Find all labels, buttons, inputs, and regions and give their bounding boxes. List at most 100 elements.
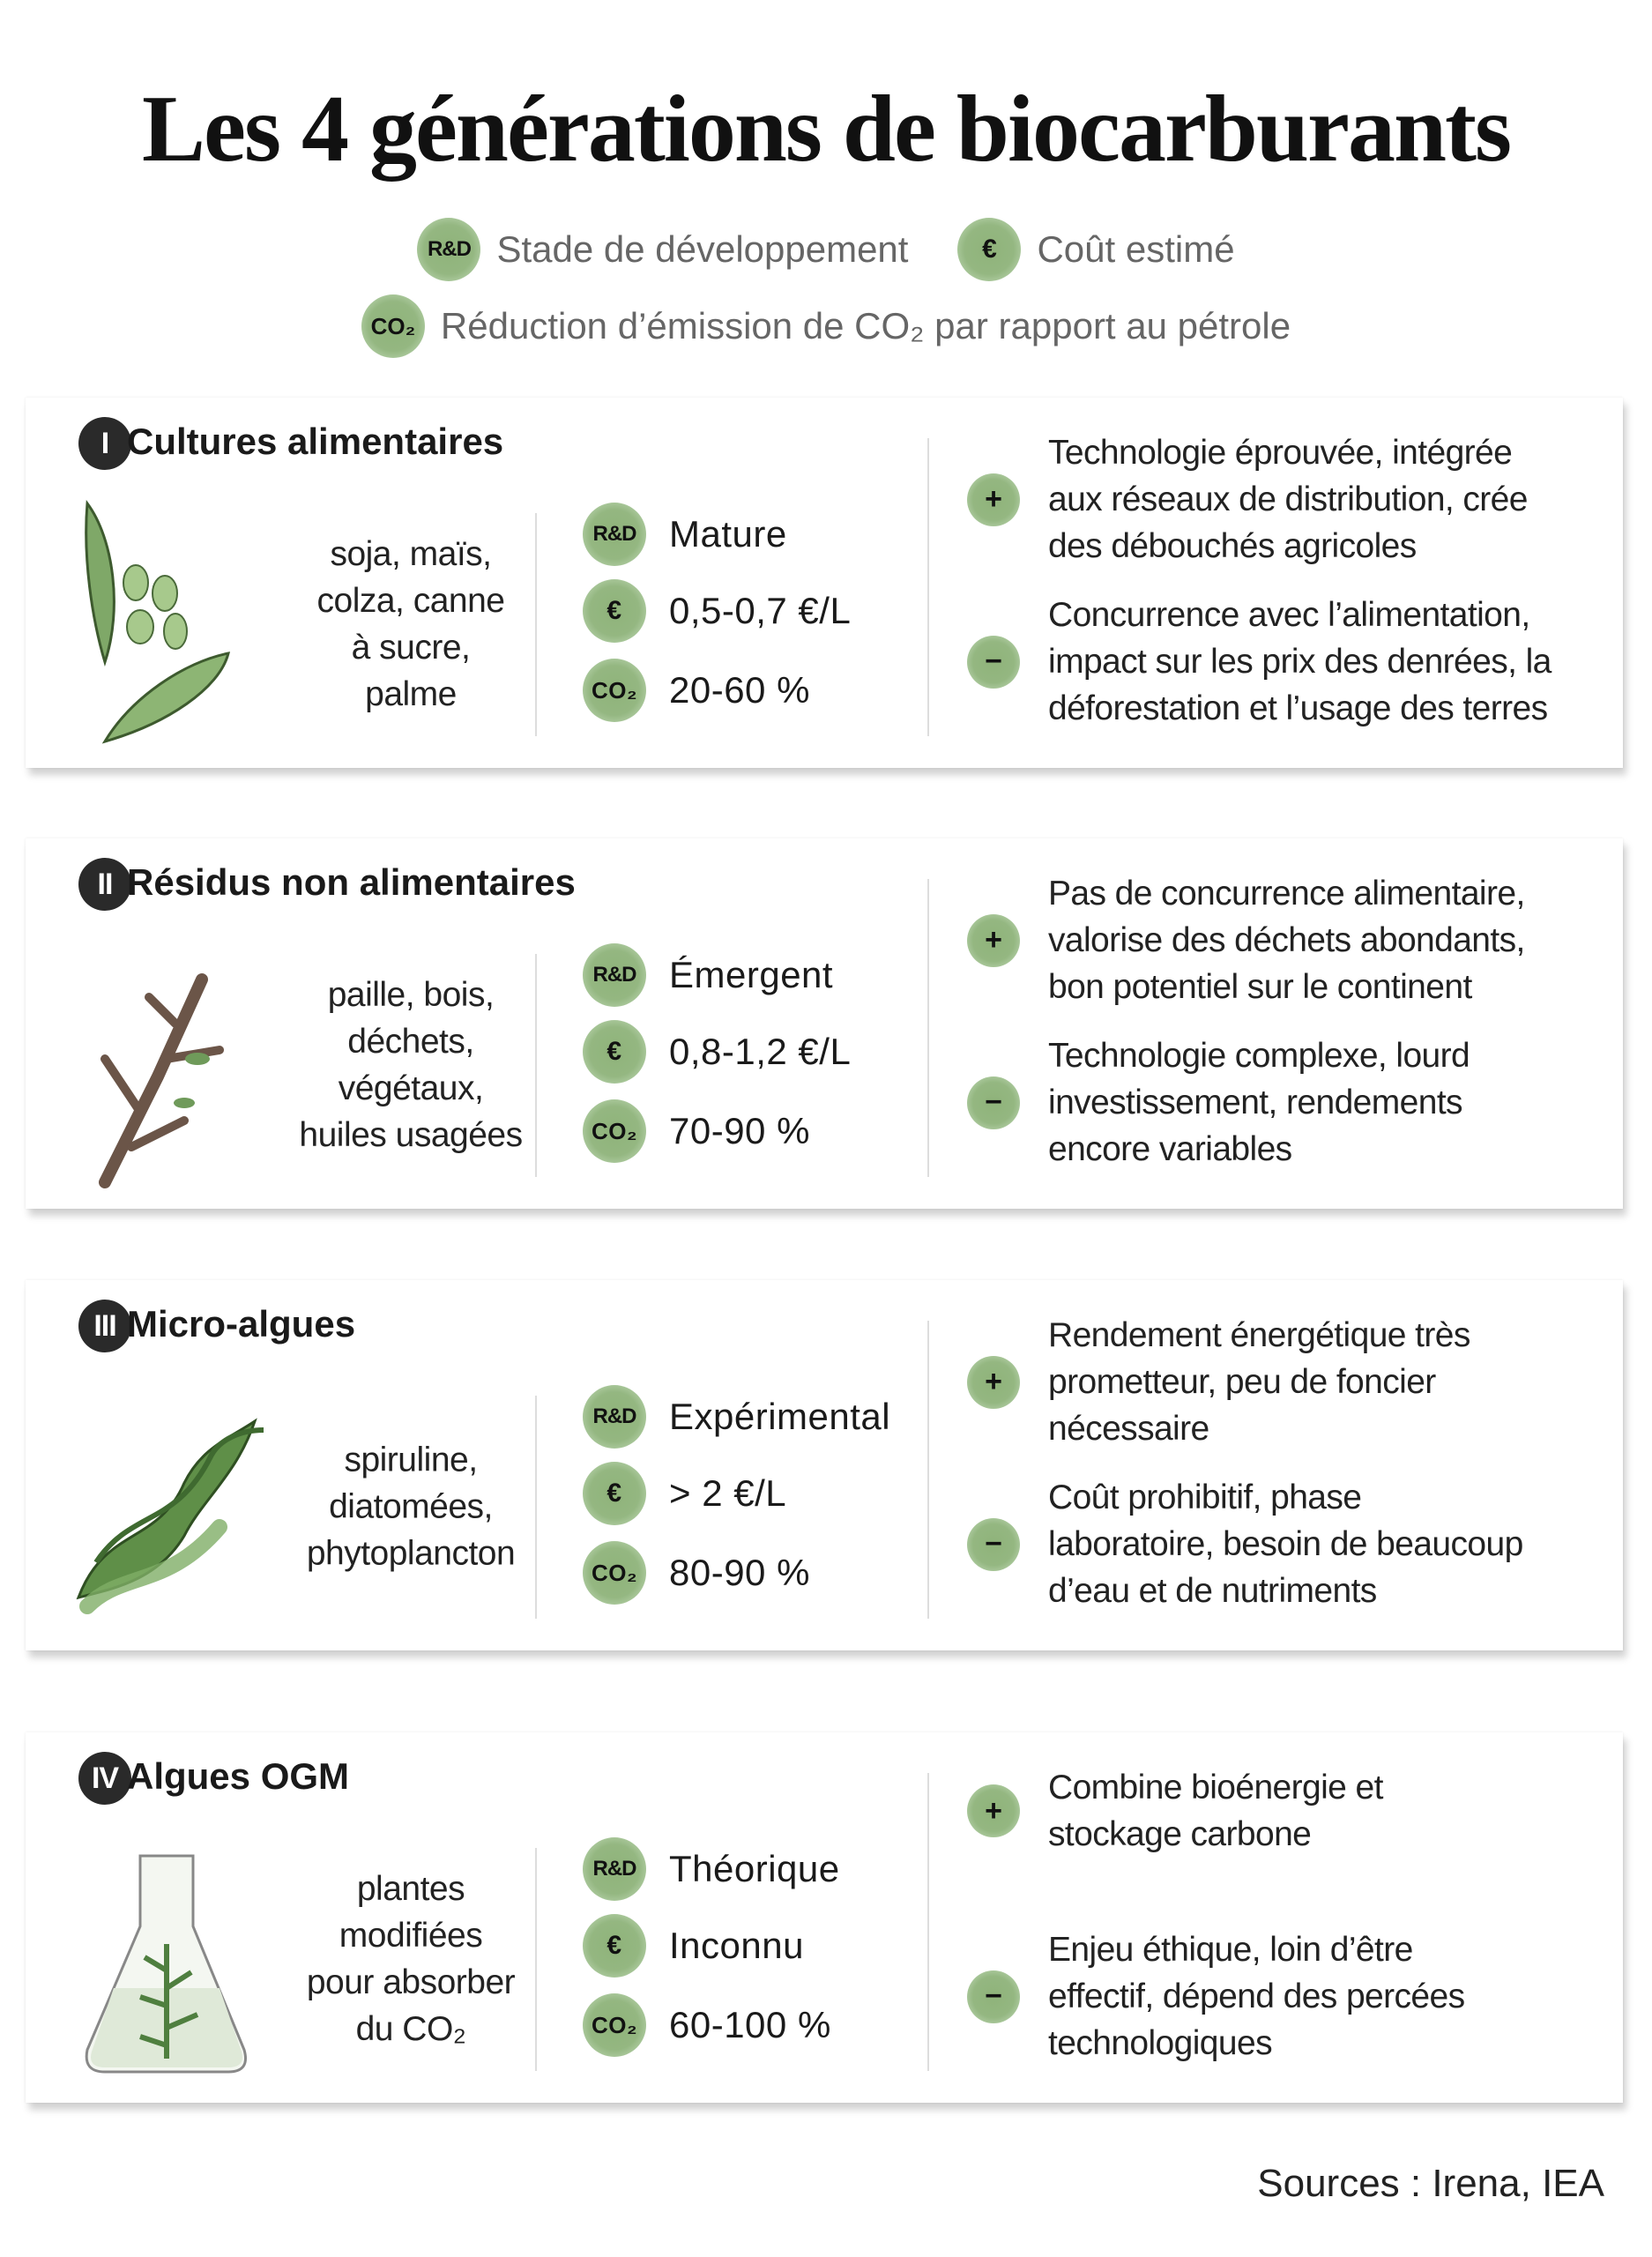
rd-icon: R&D: [583, 1837, 646, 1901]
pea-pod-icon: [85, 499, 231, 744]
metric-rd: R&D Théorique: [583, 1837, 840, 1901]
metric-cost: € > 2 €/L: [583, 1462, 786, 1525]
cons-block: − Technologie complexe, lourd investisseme…: [967, 1032, 1637, 1173]
generation-card: I Cultures alimentaires soja, maïs, colza…: [26, 398, 1623, 768]
pros-line: valorise des déchets abondants,: [1048, 921, 1525, 959]
pros-line: nécessaire: [1048, 1410, 1209, 1448]
cons-line: Enjeu éthique, loin d’être: [1048, 1931, 1413, 1969]
plus-icon: +: [967, 473, 1020, 526]
metric-rd: R&D Mature: [583, 503, 787, 566]
cost-value: 0,5-0,7 €/L: [669, 590, 852, 631]
generation-number-badge: I: [78, 417, 131, 470]
metric-co2: CO₂ 20-60 %: [583, 659, 810, 722]
co2-icon: CO₂: [583, 659, 646, 722]
sources-line: pour absorber: [306, 1963, 516, 2001]
euro-icon: €: [583, 1020, 646, 1084]
co2-icon: CO₂: [583, 1099, 646, 1163]
legend-row-2: CO₂ Réduction d’émission de CO₂ par rapp…: [0, 294, 1652, 358]
co2-icon: CO₂: [583, 1541, 646, 1605]
metric-co2: CO₂ 70-90 %: [583, 1099, 810, 1163]
cons-line: d’eau et de nutriments: [1048, 1572, 1377, 1610]
rd-icon: R&D: [583, 1385, 646, 1449]
sources-line: paille, bois,: [327, 976, 495, 1014]
euro-icon: €: [583, 1914, 646, 1978]
divider: [535, 513, 537, 736]
generation-title: Cultures alimentaires: [127, 421, 504, 462]
pros-line: Rendement énergétique très: [1048, 1316, 1470, 1354]
plus-icon: +: [967, 1355, 1020, 1409]
cons-line: Coût prohibitif, phase: [1048, 1479, 1362, 1516]
pros-block: + Technologie éprouvée, intégrée aux résea…: [967, 429, 1637, 570]
metric-co2: CO₂ 60-100 %: [583, 1993, 831, 2057]
rd-stage-value: Théorique: [669, 1848, 840, 1889]
pros-block: + Rendement énergétique très prometteur, p…: [967, 1312, 1637, 1452]
pros-block: + Combine bioénergie et stockage carbone: [967, 1764, 1637, 1858]
minus-icon: −: [967, 1970, 1020, 2023]
metric-cost: €0,8-1,2 €/L: [583, 1020, 851, 1084]
rd-stage-value: Émergent: [669, 954, 834, 995]
sources-line: modifiées: [339, 1917, 483, 1955]
generation-number-badge: III: [78, 1300, 131, 1352]
generation-card: IV Algues OGM plantes modifiées pour absor…: [26, 1732, 1623, 2103]
flask-icon: [85, 1854, 247, 2074]
generation-number-badge: IV: [78, 1752, 131, 1805]
cons-line: Technologie complexe, lourd: [1048, 1037, 1470, 1075]
metric-co2: CO₂ 80-90 %: [583, 1541, 810, 1605]
generation-title: Micro-algues: [127, 1303, 356, 1345]
sources-line: déchets,: [347, 1023, 474, 1061]
sources-note: Sources : Irena, IEA: [1257, 2162, 1604, 2205]
cost-value: Inconnu: [669, 1925, 804, 1966]
metric-rd: R&D Expérimental: [583, 1385, 890, 1449]
pros-line: prometteur, peu de foncier: [1048, 1363, 1436, 1401]
feedstock-list: soja, maïs, colza, canne à sucre, palme: [279, 531, 543, 718]
generation-title: Résidus non alimentaires: [127, 861, 576, 903]
metric-rd: R&D Émergent: [583, 943, 833, 1007]
cons-line: investissement, rendements: [1048, 1084, 1463, 1121]
co2-reduction-value: 70-90 %: [669, 1110, 810, 1151]
co2-reduction-value: 60-100 %: [669, 2004, 831, 2045]
cons-line: technologiques: [1048, 2024, 1273, 2062]
metric-cost: € Inconnu: [583, 1914, 804, 1978]
sources-line: huiles usagées: [299, 1116, 523, 1154]
generation-card: II Résidus non alimentaires paille, bois…: [26, 838, 1623, 1209]
divider: [927, 438, 929, 736]
sources-line: à sucre,: [351, 629, 471, 667]
metric-cost: €0,5-0,7 €/L: [583, 579, 851, 643]
pros-line: Pas de concurrence alimentaire,: [1048, 875, 1525, 912]
feedstock-list: plantes modifiées pour absorber du CO₂: [279, 1866, 543, 2052]
plus-icon: +: [967, 913, 1020, 967]
co2-reduction-value: 20-60 %: [669, 669, 810, 711]
sources-line: spiruline,: [344, 1441, 478, 1479]
sources-line: végétaux,: [338, 1069, 484, 1107]
sources-line: phytoplancton: [306, 1534, 516, 1573]
minus-icon: −: [967, 1517, 1020, 1571]
legend-label-rd: Stade de développement: [496, 228, 909, 270]
legend-row-1: R&D Stade de développement € Coût estimé: [0, 218, 1652, 281]
rd-icon: R&D: [417, 218, 481, 281]
twigs-icon: [99, 973, 224, 1188]
co2-icon: CO₂: [361, 294, 425, 358]
cons-line: déforestation et l’usage des terres: [1048, 689, 1548, 727]
feedstock-list: spiruline, diatomées, phytoplancton: [279, 1437, 543, 1577]
pros-line: stockage carbone: [1048, 1815, 1312, 1853]
feedstock-list: paille, bois, déchets, végétaux, huiles usa…: [279, 972, 543, 1158]
legend-label-cost: Coût estimé: [1037, 228, 1235, 270]
rd-stage-value: Mature: [669, 513, 787, 555]
generation-card: III Micro-algues spiruline, diatomées, phy…: [26, 1280, 1623, 1650]
cons-line: laboratoire, besoin de beaucoup: [1048, 1525, 1523, 1563]
cons-line: Concurrence avec l’alimentation,: [1048, 596, 1530, 634]
pros-line: Combine bioénergie et: [1048, 1769, 1383, 1806]
seaweed-icon: [76, 1418, 264, 1614]
cons-block: − Coût prohibitif, phase laboratoire, beso…: [967, 1474, 1637, 1614]
co2-reduction-value: 80-90 %: [669, 1552, 810, 1593]
cons-line: impact sur les prix des denrées, la: [1048, 643, 1552, 681]
divider: [535, 1848, 537, 2071]
rd-icon: R&D: [583, 943, 646, 1007]
cons-block: − Enjeu éthique, loin d’être effectif, dép…: [967, 1926, 1637, 2067]
sources-line: colza, canne: [316, 582, 505, 620]
euro-icon: €: [957, 218, 1022, 281]
cost-value: 0,8-1,2 €/L: [669, 1031, 852, 1072]
sources-line: diatomées,: [329, 1487, 493, 1526]
divider: [535, 1396, 537, 1619]
sources-line: plantes: [356, 1870, 465, 1908]
